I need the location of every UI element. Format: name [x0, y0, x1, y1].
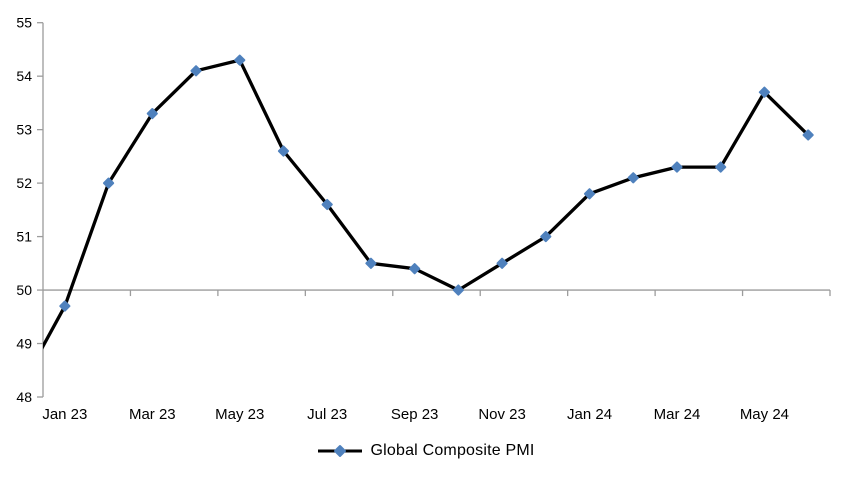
series-global-composite-pmi	[43, 54, 814, 350]
y-tick-label: 52	[16, 175, 32, 191]
x-tick-label: Nov 23	[478, 406, 526, 423]
x-tick-label: Jul 23	[307, 406, 347, 423]
y-tick-label: 50	[16, 282, 32, 298]
data-point-marker	[540, 230, 552, 243]
data-point-marker	[102, 177, 115, 189]
x-tick-label: May 24	[740, 406, 789, 423]
data-point-marker	[190, 65, 202, 77]
x-tick-label: May 23	[215, 406, 264, 423]
y-tick-label: 51	[16, 228, 32, 244]
data-point-marker	[583, 188, 596, 200]
x-tick-label: Jan 24	[567, 406, 612, 423]
y-tick-label: 53	[16, 122, 32, 138]
y-tick-label: 48	[16, 389, 32, 405]
data-point-marker	[627, 172, 639, 184]
data-point-marker	[496, 257, 508, 269]
data-point-marker	[321, 198, 333, 211]
y-tick-label: 55	[16, 15, 32, 31]
y-tick-label: 54	[16, 68, 32, 84]
data-point-marker	[277, 145, 290, 157]
legend: Global Composite PMI	[0, 437, 852, 465]
data-point-marker	[452, 284, 464, 296]
legend-label: Global Composite PMI	[370, 442, 535, 459]
x-tick-label: Mar 23	[129, 406, 176, 423]
data-point-marker	[234, 54, 246, 66]
x-tick-label: Jan 23	[42, 406, 87, 423]
series-line	[43, 58, 810, 350]
legend-marker-icon	[318, 445, 363, 457]
x-tick-label: Mar 24	[654, 406, 701, 423]
data-point-marker	[409, 263, 421, 275]
data-point-marker	[715, 161, 727, 173]
x-tick-label: Sep 23	[391, 406, 439, 423]
data-point-marker	[671, 161, 683, 173]
data-point-marker	[802, 129, 814, 141]
data-point-marker	[365, 257, 377, 269]
data-point-marker	[59, 300, 71, 312]
data-point-marker	[758, 86, 771, 98]
y-tick-label: 49	[16, 335, 32, 351]
data-point-marker	[146, 108, 158, 120]
